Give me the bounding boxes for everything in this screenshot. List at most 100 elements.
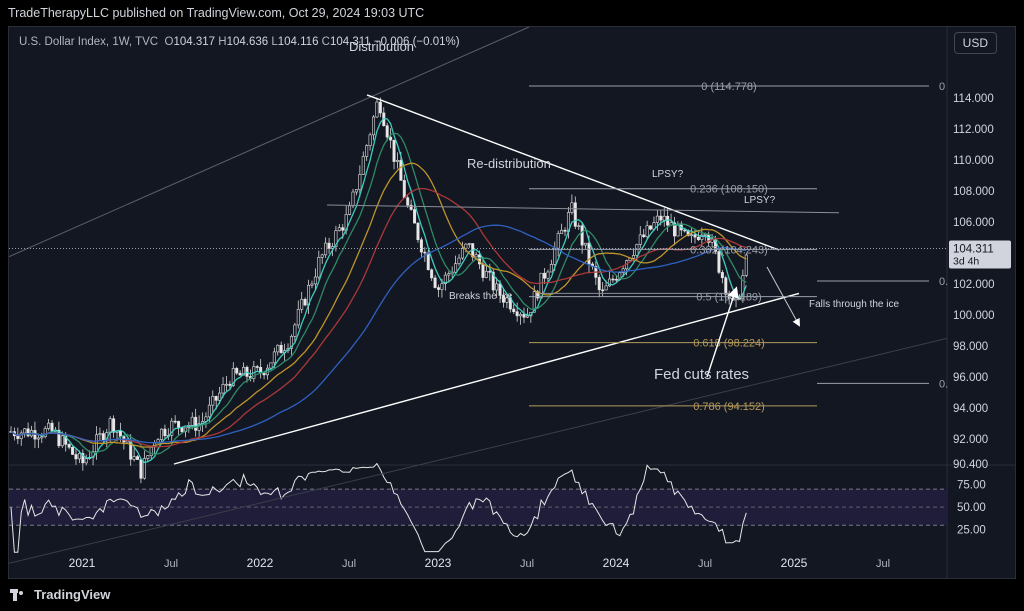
candle [741,275,745,300]
candle [392,139,396,162]
candle [177,421,181,428]
candle [317,256,321,278]
candle [276,344,280,353]
candle [512,308,516,313]
y-axis-tick: 114.000 [953,93,994,105]
low-label: L [271,36,278,48]
candle [269,362,273,369]
candle [577,225,581,228]
annotation-redistribution: Re-distribution [467,156,551,171]
chart-panel[interactable]: 0 (114.778) 0.236 (108.150) 0.382 (104.243… [8,26,1016,579]
candle [242,366,246,376]
candle [474,254,478,258]
candle [23,428,27,434]
candle [587,242,591,265]
candle [720,272,724,279]
candle [296,308,300,326]
candle [354,189,358,193]
candle [467,243,471,245]
candle [313,276,317,285]
candle [310,283,314,286]
candle [560,229,564,234]
candle [419,239,423,253]
candle [642,234,646,238]
candle [700,234,704,240]
x-axis-tick: 2025 [781,556,808,570]
fib-level-label: 0.5 (101.189) [696,292,761,304]
price-chart[interactable]: 0 (114.778) 0.236 (108.150) 0.382 (104.243… [9,27,1015,578]
candle [211,396,215,406]
candle [672,222,676,237]
candle [402,180,406,199]
candle [505,297,509,303]
candle [378,101,382,114]
candle [409,204,413,210]
candle [543,272,547,279]
candle [553,247,557,265]
candle [478,254,482,265]
candle [584,242,588,246]
candle [351,191,355,207]
candle [580,225,584,246]
x-axis-tick: 2023 [425,556,452,570]
currency-button[interactable]: USD [953,32,997,54]
y-axis-tick: 108.000 [953,186,995,198]
fib-level-label: 0.236 (108.150) [690,184,768,196]
candle [413,209,417,224]
candle [163,428,167,437]
x-axis-tick: Jul [164,558,178,570]
change-value: −0.006 (−0.01%) [373,36,460,48]
candle [57,429,61,447]
candle [67,444,71,448]
last-price-tag [949,240,1011,269]
last-price-countdown: 3d 4h [953,255,979,267]
y-axis-tick: 92.000 [953,434,988,446]
candle [440,283,444,290]
high-label: H [218,36,227,48]
fib-level-label: 0.382 (104.243) [690,244,768,256]
candle [481,263,485,278]
rsi-line [10,462,747,553]
rsi-axis-tick: 75.00 [957,480,986,492]
candle [498,283,502,296]
high-value: 104.636 [226,36,269,48]
moving-average-line [10,162,747,448]
candle [74,454,78,460]
candle [272,351,276,364]
fib-extension-label: 0. [939,276,948,288]
candle [385,125,389,138]
footer: TradingView [0,579,1024,611]
candle [430,269,434,279]
candle [98,433,102,436]
candle [484,270,488,278]
candle [416,222,420,241]
moving-average-line [10,224,747,444]
candle [71,446,75,455]
candle [604,285,608,291]
candle [337,227,341,232]
candle [214,396,218,401]
candle [423,251,427,254]
candle [696,236,700,240]
ascending-trendline [173,292,800,465]
annotation-breaks-ice: Breaks the ice [449,291,513,302]
brand-text: TradingView [34,587,111,602]
candle [724,277,728,295]
candle [108,418,112,433]
x-axis-tick: 2024 [603,556,630,570]
tradingview-brand[interactable]: TradingView [10,587,110,602]
y-axis-tick: 100.000 [953,310,995,322]
candle [262,372,266,376]
candle [368,134,372,146]
candle [159,428,163,440]
candle [460,247,464,259]
candle [556,233,560,249]
open-value: 104.317 [173,36,216,48]
annotation-lpsy-1: LPSY? [652,169,684,180]
y-axis-tick: 106.000 [953,217,995,229]
candle [515,311,519,317]
candle [118,430,122,437]
moving-average-line [10,132,747,455]
candle [231,368,235,386]
close-value: 104.311 [329,36,371,48]
